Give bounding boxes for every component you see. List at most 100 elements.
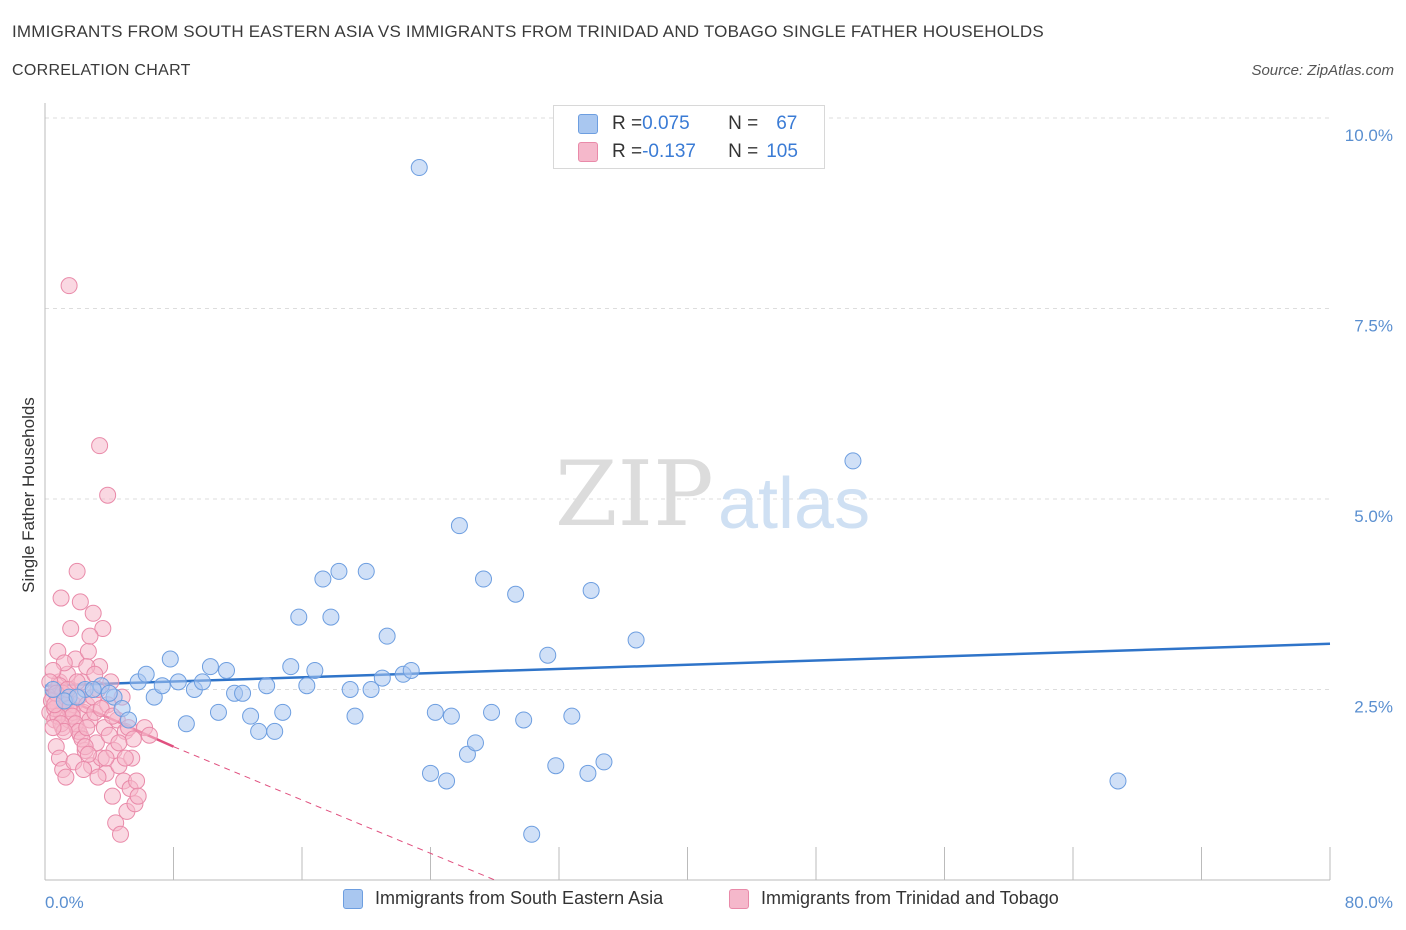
series-legend-label: Immigrants from Trinidad and Tobago — [761, 888, 1059, 908]
point-south-eastern-asia — [483, 703, 501, 721]
series-legend-item-sea[interactable]: Immigrants from South Eastern Asia — [343, 888, 663, 909]
point-south-eastern-asia — [282, 658, 300, 676]
point-trinidad-tobago — [89, 768, 107, 786]
point-south-eastern-asia — [357, 562, 375, 580]
point-south-eastern-asia — [466, 734, 484, 752]
point-south-eastern-asia — [627, 631, 645, 649]
point-south-eastern-asia — [515, 711, 533, 729]
point-south-eastern-asia — [523, 825, 541, 843]
correlation-legend: R = 0.075 N = 67 R = -0.137 N = 105 — [553, 105, 825, 169]
point-south-eastern-asia — [410, 159, 428, 177]
series-legend: Immigrants from South Eastern Asia Immig… — [0, 888, 1406, 918]
series-swatch-pink — [729, 888, 749, 909]
point-south-eastern-asia — [373, 669, 391, 687]
point-trinidad-tobago — [111, 825, 129, 843]
point-south-eastern-asia — [44, 681, 62, 698]
point-trinidad-tobago — [97, 749, 115, 767]
point-trinidad-tobago — [140, 726, 158, 744]
point-south-eastern-asia — [68, 688, 86, 706]
source-label: Source: ZipAtlas.com — [1251, 62, 1394, 79]
point-south-eastern-asia — [274, 703, 292, 721]
point-south-eastern-asia — [258, 677, 276, 695]
point-trinidad-tobago — [81, 627, 99, 645]
legend-r-label: R = — [612, 113, 643, 134]
point-south-eastern-asia — [290, 608, 308, 626]
chart-title: IMMIGRANTS FROM SOUTH EASTERN ASIA VS IM… — [12, 22, 1044, 41]
point-trinidad-tobago — [75, 761, 93, 779]
point-south-eastern-asia — [422, 764, 439, 782]
point-south-eastern-asia — [378, 627, 396, 645]
x-tick-label: 80.0% — [1345, 893, 1393, 912]
point-trinidad-tobago — [129, 787, 147, 805]
x-tick-label: 0.0% — [45, 893, 84, 912]
legend-n-label: N = — [728, 141, 759, 162]
point-trinidad-tobago — [60, 277, 78, 295]
series-legend-label: Immigrants from South Eastern Asia — [375, 888, 664, 908]
point-south-eastern-asia — [218, 661, 236, 679]
point-south-eastern-asia — [426, 703, 444, 721]
point-south-eastern-asia — [234, 684, 252, 702]
point-south-eastern-asia — [84, 681, 102, 698]
point-south-eastern-asia — [507, 585, 525, 603]
legend-row-blue: R = 0.075 N = 67 — [578, 111, 797, 137]
legend-swatch-pink — [578, 142, 598, 162]
point-south-eastern-asia — [450, 517, 468, 535]
point-south-eastern-asia — [137, 665, 155, 683]
point-south-eastern-asia — [844, 452, 862, 470]
point-south-eastern-asia — [120, 711, 138, 729]
point-south-eastern-asia — [402, 661, 420, 679]
point-trinidad-tobago — [71, 593, 89, 611]
trend-lines — [44, 642, 1331, 881]
point-trinidad-tobago — [68, 562, 86, 580]
point-south-eastern-asia — [595, 753, 613, 771]
y-tick-label: 5.0% — [1354, 507, 1393, 526]
watermark: ZIP atlas — [555, 442, 870, 547]
legend-r-value: 0.075 — [642, 113, 690, 134]
point-south-eastern-asia — [266, 722, 284, 740]
data-points — [41, 159, 1127, 843]
point-south-eastern-asia — [201, 658, 219, 676]
point-trinidad-tobago — [62, 620, 80, 638]
watermark-atlas: atlas — [718, 464, 870, 544]
point-south-eastern-asia — [341, 681, 359, 698]
point-south-eastern-asia — [306, 661, 324, 679]
point-south-eastern-asia — [346, 707, 364, 725]
point-trinidad-tobago — [91, 437, 109, 455]
point-south-eastern-asia — [314, 570, 332, 588]
axes: 2.5% 5.0% 7.5% 10.0% 0.0% 80.0% — [44, 103, 1393, 912]
y-tick-label: 10.0% — [1345, 126, 1393, 145]
y-tick-label: 7.5% — [1354, 317, 1393, 336]
point-south-eastern-asia — [539, 646, 557, 664]
y-tick-label: 2.5% — [1354, 698, 1393, 717]
legend-swatch-blue — [578, 114, 598, 134]
point-trinidad-tobago — [57, 768, 75, 786]
point-south-eastern-asia — [547, 757, 565, 775]
point-trinidad-tobago — [79, 745, 97, 763]
legend-r-value: -0.137 — [642, 141, 696, 162]
point-trinidad-tobago — [110, 734, 128, 752]
point-south-eastern-asia — [250, 722, 268, 740]
chart-subtitle: CORRELATION CHART — [12, 62, 191, 79]
point-south-eastern-asia — [209, 703, 227, 721]
point-south-eastern-asia — [438, 772, 456, 790]
point-trinidad-tobago — [128, 772, 146, 790]
point-south-eastern-asia — [298, 677, 316, 695]
point-south-eastern-asia — [242, 707, 260, 725]
legend-n-value: 67 — [776, 113, 798, 134]
grid-lines — [45, 117, 1330, 690]
series-swatch-blue — [343, 888, 363, 909]
point-south-eastern-asia — [579, 764, 597, 782]
point-south-eastern-asia — [193, 673, 211, 691]
watermark-zip: ZIP — [555, 442, 714, 547]
trend-line-south-eastern-asia — [44, 642, 1331, 687]
point-trinidad-tobago — [84, 604, 102, 622]
point-south-eastern-asia — [177, 715, 195, 733]
series-legend-item-tt[interactable]: Immigrants from Trinidad and Tobago — [729, 888, 1059, 909]
point-trinidad-tobago — [99, 486, 117, 504]
point-south-eastern-asia — [322, 608, 340, 626]
legend-n-label: N = — [728, 113, 759, 134]
point-south-eastern-asia — [563, 707, 581, 725]
point-trinidad-tobago — [78, 719, 96, 737]
y-axis-label: Single Father Households — [19, 397, 38, 593]
point-south-eastern-asia — [362, 681, 380, 698]
